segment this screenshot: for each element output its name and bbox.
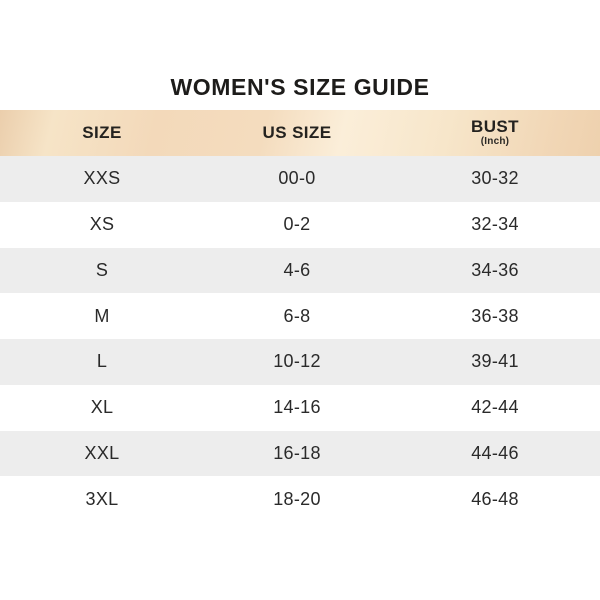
cell-size: XXS bbox=[83, 168, 121, 189]
header-label-us-size: US SIZE bbox=[262, 123, 332, 143]
header-cell-us-size: US SIZE bbox=[204, 110, 390, 156]
cell-us-size: 18-20 bbox=[273, 488, 321, 509]
table-row-s: S 4-6 34-36 bbox=[0, 247, 600, 294]
cell-us-size: 16-18 bbox=[273, 442, 321, 463]
cell-size: XS bbox=[89, 214, 115, 235]
cell-bust: 39-41 bbox=[471, 351, 519, 372]
cell-us-size: 6-8 bbox=[283, 305, 311, 326]
cell-bust: 30-32 bbox=[471, 168, 519, 189]
table-row-3xl: 3XL 18-20 46-48 bbox=[0, 476, 600, 522]
cell-size: XXL bbox=[84, 442, 120, 463]
cell-size: L bbox=[96, 351, 108, 372]
header-label-size: SIZE bbox=[82, 123, 122, 143]
table-row-xl: XL 14-16 42-44 bbox=[0, 384, 600, 431]
cell-us-size: 10-12 bbox=[273, 351, 321, 372]
header-cell-bust: BUST (Inch) bbox=[390, 110, 600, 156]
cell-size: M bbox=[94, 305, 110, 326]
table-row-xxl: XXL 16-18 44-46 bbox=[0, 430, 600, 477]
cell-size: S bbox=[95, 259, 109, 280]
cell-us-size: 14-16 bbox=[273, 397, 321, 418]
table-header-row: SIZE US SIZE BUST (Inch) bbox=[0, 110, 600, 156]
cell-size: XL bbox=[90, 397, 114, 418]
page-title: WOMEN'S SIZE GUIDE bbox=[170, 74, 430, 100]
cell-bust: 32-34 bbox=[471, 214, 519, 235]
cell-us-size: 4-6 bbox=[283, 259, 311, 280]
table-row-l: L 10-12 39-41 bbox=[0, 339, 600, 385]
cell-bust: 34-36 bbox=[471, 259, 519, 280]
cell-bust: 44-46 bbox=[471, 442, 519, 463]
cell-bust: 46-48 bbox=[471, 488, 519, 509]
cell-us-size: 0-2 bbox=[283, 214, 311, 235]
bust-unit-label: (Inch) bbox=[480, 136, 510, 148]
cell-bust: 42-44 bbox=[471, 397, 519, 418]
cell-bust: 36-38 bbox=[471, 305, 519, 326]
cell-size: 3XL bbox=[85, 488, 119, 509]
table-row-m: M 6-8 36-38 bbox=[0, 293, 600, 339]
table-row-xs: XS 0-2 32-34 bbox=[0, 201, 600, 248]
table-row-xxs: XXS 00-0 30-32 bbox=[0, 156, 600, 202]
header-cell-size: SIZE bbox=[0, 110, 204, 156]
cell-us-size: 00-0 bbox=[278, 168, 316, 189]
size-guide-table: SIZE US SIZE BUST (Inch) XXS 00-0 30-32 … bbox=[0, 110, 600, 522]
header-label-bust: BUST bbox=[471, 117, 519, 137]
